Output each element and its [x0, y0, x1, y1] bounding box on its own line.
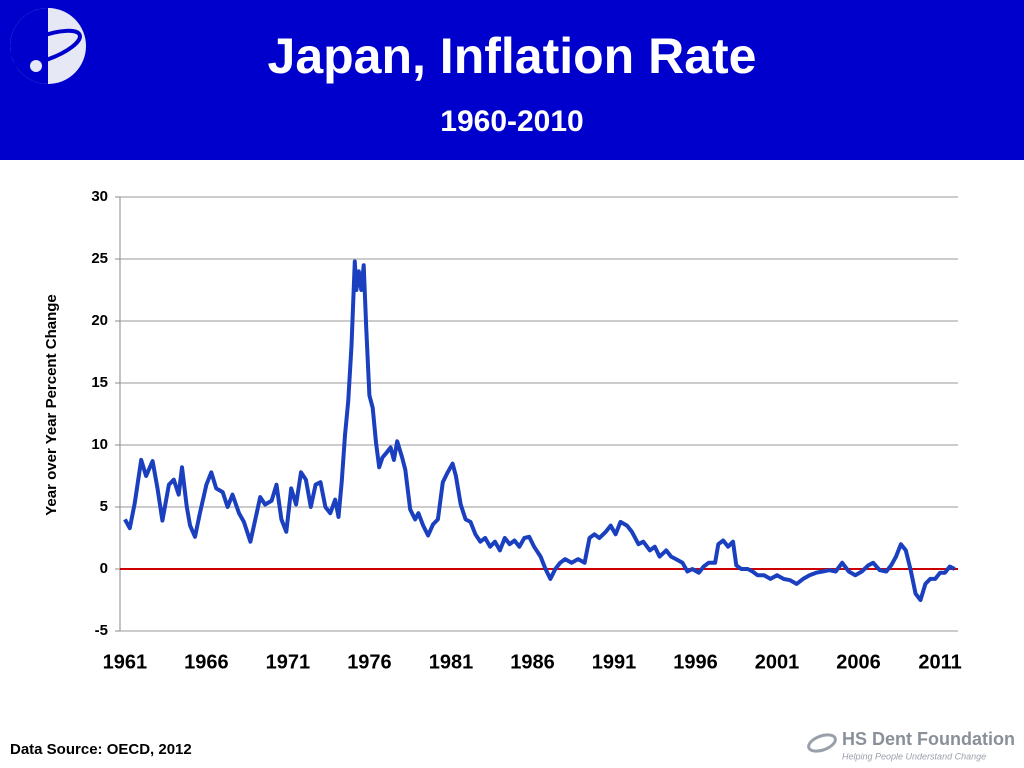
- x-tick-label: 2001: [755, 651, 800, 673]
- y-tick-label: 20: [91, 312, 108, 329]
- y-tick-label: 0: [100, 560, 108, 577]
- x-tick-label: 1966: [184, 651, 229, 673]
- logo-mark: [6, 8, 86, 84]
- y-tick-label: 30: [91, 188, 108, 205]
- x-tick-label: 1976: [347, 651, 392, 673]
- source-note: Data Source: OECD, 2012: [10, 741, 192, 758]
- slide-title: Japan, Inflation Rate: [268, 28, 757, 84]
- logo-name: HS Dent Foundation: [842, 729, 1015, 749]
- data-line: [123, 259, 956, 602]
- y-tick-label: 10: [91, 436, 108, 453]
- x-tick-label: 1986: [510, 651, 555, 673]
- x-tick-label: 2006: [836, 651, 881, 673]
- x-tick-label: 1971: [266, 651, 311, 673]
- y-tick-label: 25: [91, 250, 108, 267]
- y-tick-label: 5: [100, 498, 108, 515]
- x-tick-label: 1991: [592, 651, 637, 673]
- x-tick-label: 1981: [429, 651, 474, 673]
- y-tick-label: 15: [91, 374, 108, 391]
- slide-subtitle: 1960-2010: [440, 105, 583, 138]
- plot-area: -5 0 5 10 15 20 25 30 1961 1966 1971 1976 1981 1986 19…: [91, 188, 961, 673]
- y-axis-label: Year over Year Percent Change: [43, 294, 60, 516]
- footer-logo: HS Dent Foundation Helping People Unders…: [807, 729, 1015, 761]
- x-tick-label: 1996: [673, 651, 718, 673]
- x-tick-label: 2011: [918, 651, 961, 673]
- banner: [0, 0, 1024, 160]
- x-tick-label: 1961: [103, 651, 148, 673]
- logo-tagline: Helping People Understand Change: [842, 751, 986, 761]
- y-tick-label: -5: [95, 622, 108, 639]
